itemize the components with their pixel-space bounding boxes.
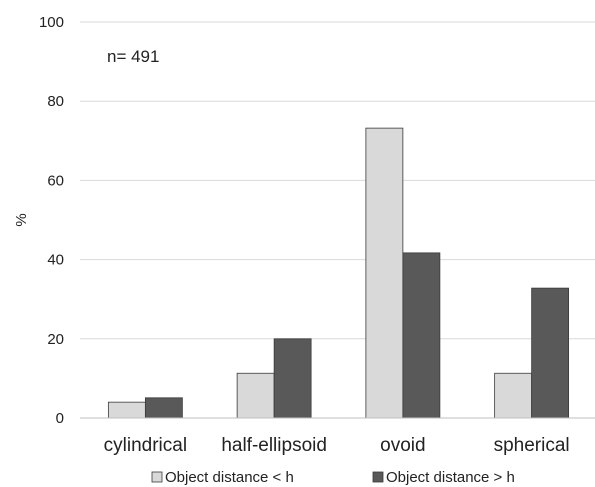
bar-half-ellipsoid-series-2 bbox=[273, 338, 312, 419]
x-tick-label-ovoid: ovoid bbox=[380, 435, 425, 456]
y-tick-label-0: 0 bbox=[56, 410, 64, 427]
x-tick-label-spherical: spherical bbox=[494, 435, 570, 456]
y-tick-label-80: 80 bbox=[47, 93, 64, 110]
bar-cylindrical-series-2 bbox=[144, 397, 183, 419]
legend: Object distance < h Object distance > h bbox=[151, 469, 515, 486]
bars bbox=[107, 127, 570, 419]
legend-swatch-series-1 bbox=[151, 471, 163, 483]
bar-cylindrical-series-1 bbox=[107, 401, 146, 419]
bar-spherical-series-1 bbox=[494, 372, 533, 419]
y-axis-label: % bbox=[13, 213, 30, 226]
legend-label-series-1: Object distance < h bbox=[165, 469, 294, 486]
gridlines bbox=[80, 21, 595, 340]
x-tick-label-cylindrical: cylindrical bbox=[104, 435, 187, 456]
bar-ovoid-series-1 bbox=[365, 127, 404, 419]
y-tick-label-100: 100 bbox=[39, 14, 64, 31]
bar-spherical-series-2 bbox=[531, 287, 570, 419]
legend-label-series-2: Object distance > h bbox=[386, 469, 515, 486]
y-tick-label-60: 60 bbox=[47, 172, 64, 189]
y-tick-label-20: 20 bbox=[47, 331, 64, 348]
y-tick-label-40: 40 bbox=[47, 252, 64, 269]
sample-size-annotation: n= 491 bbox=[107, 47, 159, 66]
bar-ovoid-series-2 bbox=[402, 252, 441, 419]
bar-half-ellipsoid-series-1 bbox=[236, 372, 275, 419]
axes: 0 20 40 60 80 100 cylindrical half-ellipsoid ovo… bbox=[39, 14, 595, 456]
legend-swatch-series-2 bbox=[372, 471, 384, 483]
x-tick-label-half-ellipsoid: half-ellipsoid bbox=[221, 435, 327, 456]
